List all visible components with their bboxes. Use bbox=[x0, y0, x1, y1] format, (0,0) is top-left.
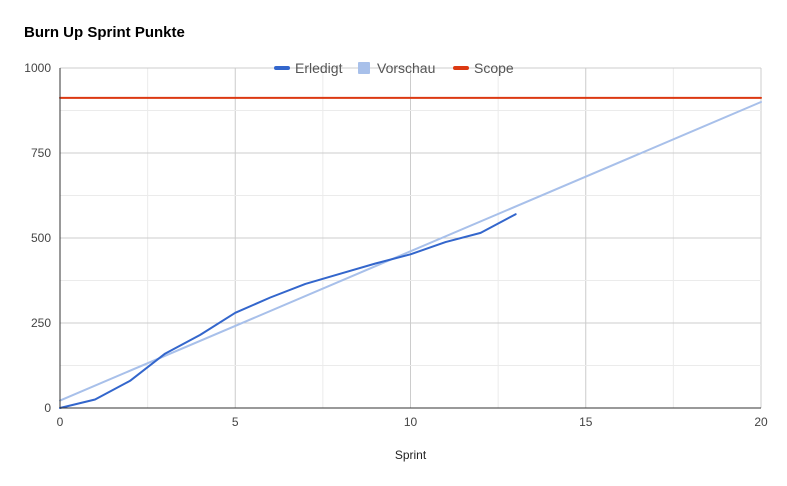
legend-label-vorschau: Vorschau bbox=[377, 60, 435, 76]
x-tick-label: 0 bbox=[57, 415, 64, 429]
y-tick-label: 500 bbox=[31, 231, 51, 245]
legend-label-erledigt: Erledigt bbox=[295, 60, 343, 76]
x-tick-label: 10 bbox=[404, 415, 418, 429]
y-tick-label: 0 bbox=[44, 401, 51, 415]
x-tick-label: 5 bbox=[232, 415, 239, 429]
y-tick-label: 750 bbox=[31, 146, 51, 160]
grid bbox=[59, 67, 762, 409]
legend: Erledigt Vorschau Scope bbox=[274, 60, 514, 76]
x-tick-label: 15 bbox=[579, 415, 593, 429]
x-axis-title: Sprint bbox=[395, 448, 427, 462]
legend-label-scope: Scope bbox=[474, 60, 514, 76]
series-line-vorschau bbox=[59, 101, 762, 402]
y-tick-label: 250 bbox=[31, 316, 51, 330]
x-tick-label: 20 bbox=[754, 415, 768, 429]
series-layer bbox=[59, 96, 762, 409]
chart-title: Burn Up Sprint Punkte bbox=[24, 24, 185, 41]
axes: 0 5 10 15 20 0 250 500 750 1000 Sprint bbox=[24, 61, 768, 462]
series-line-erledigt bbox=[59, 213, 517, 409]
legend-swatch-vorschau bbox=[358, 62, 370, 74]
y-tick-label: 1000 bbox=[24, 61, 51, 75]
